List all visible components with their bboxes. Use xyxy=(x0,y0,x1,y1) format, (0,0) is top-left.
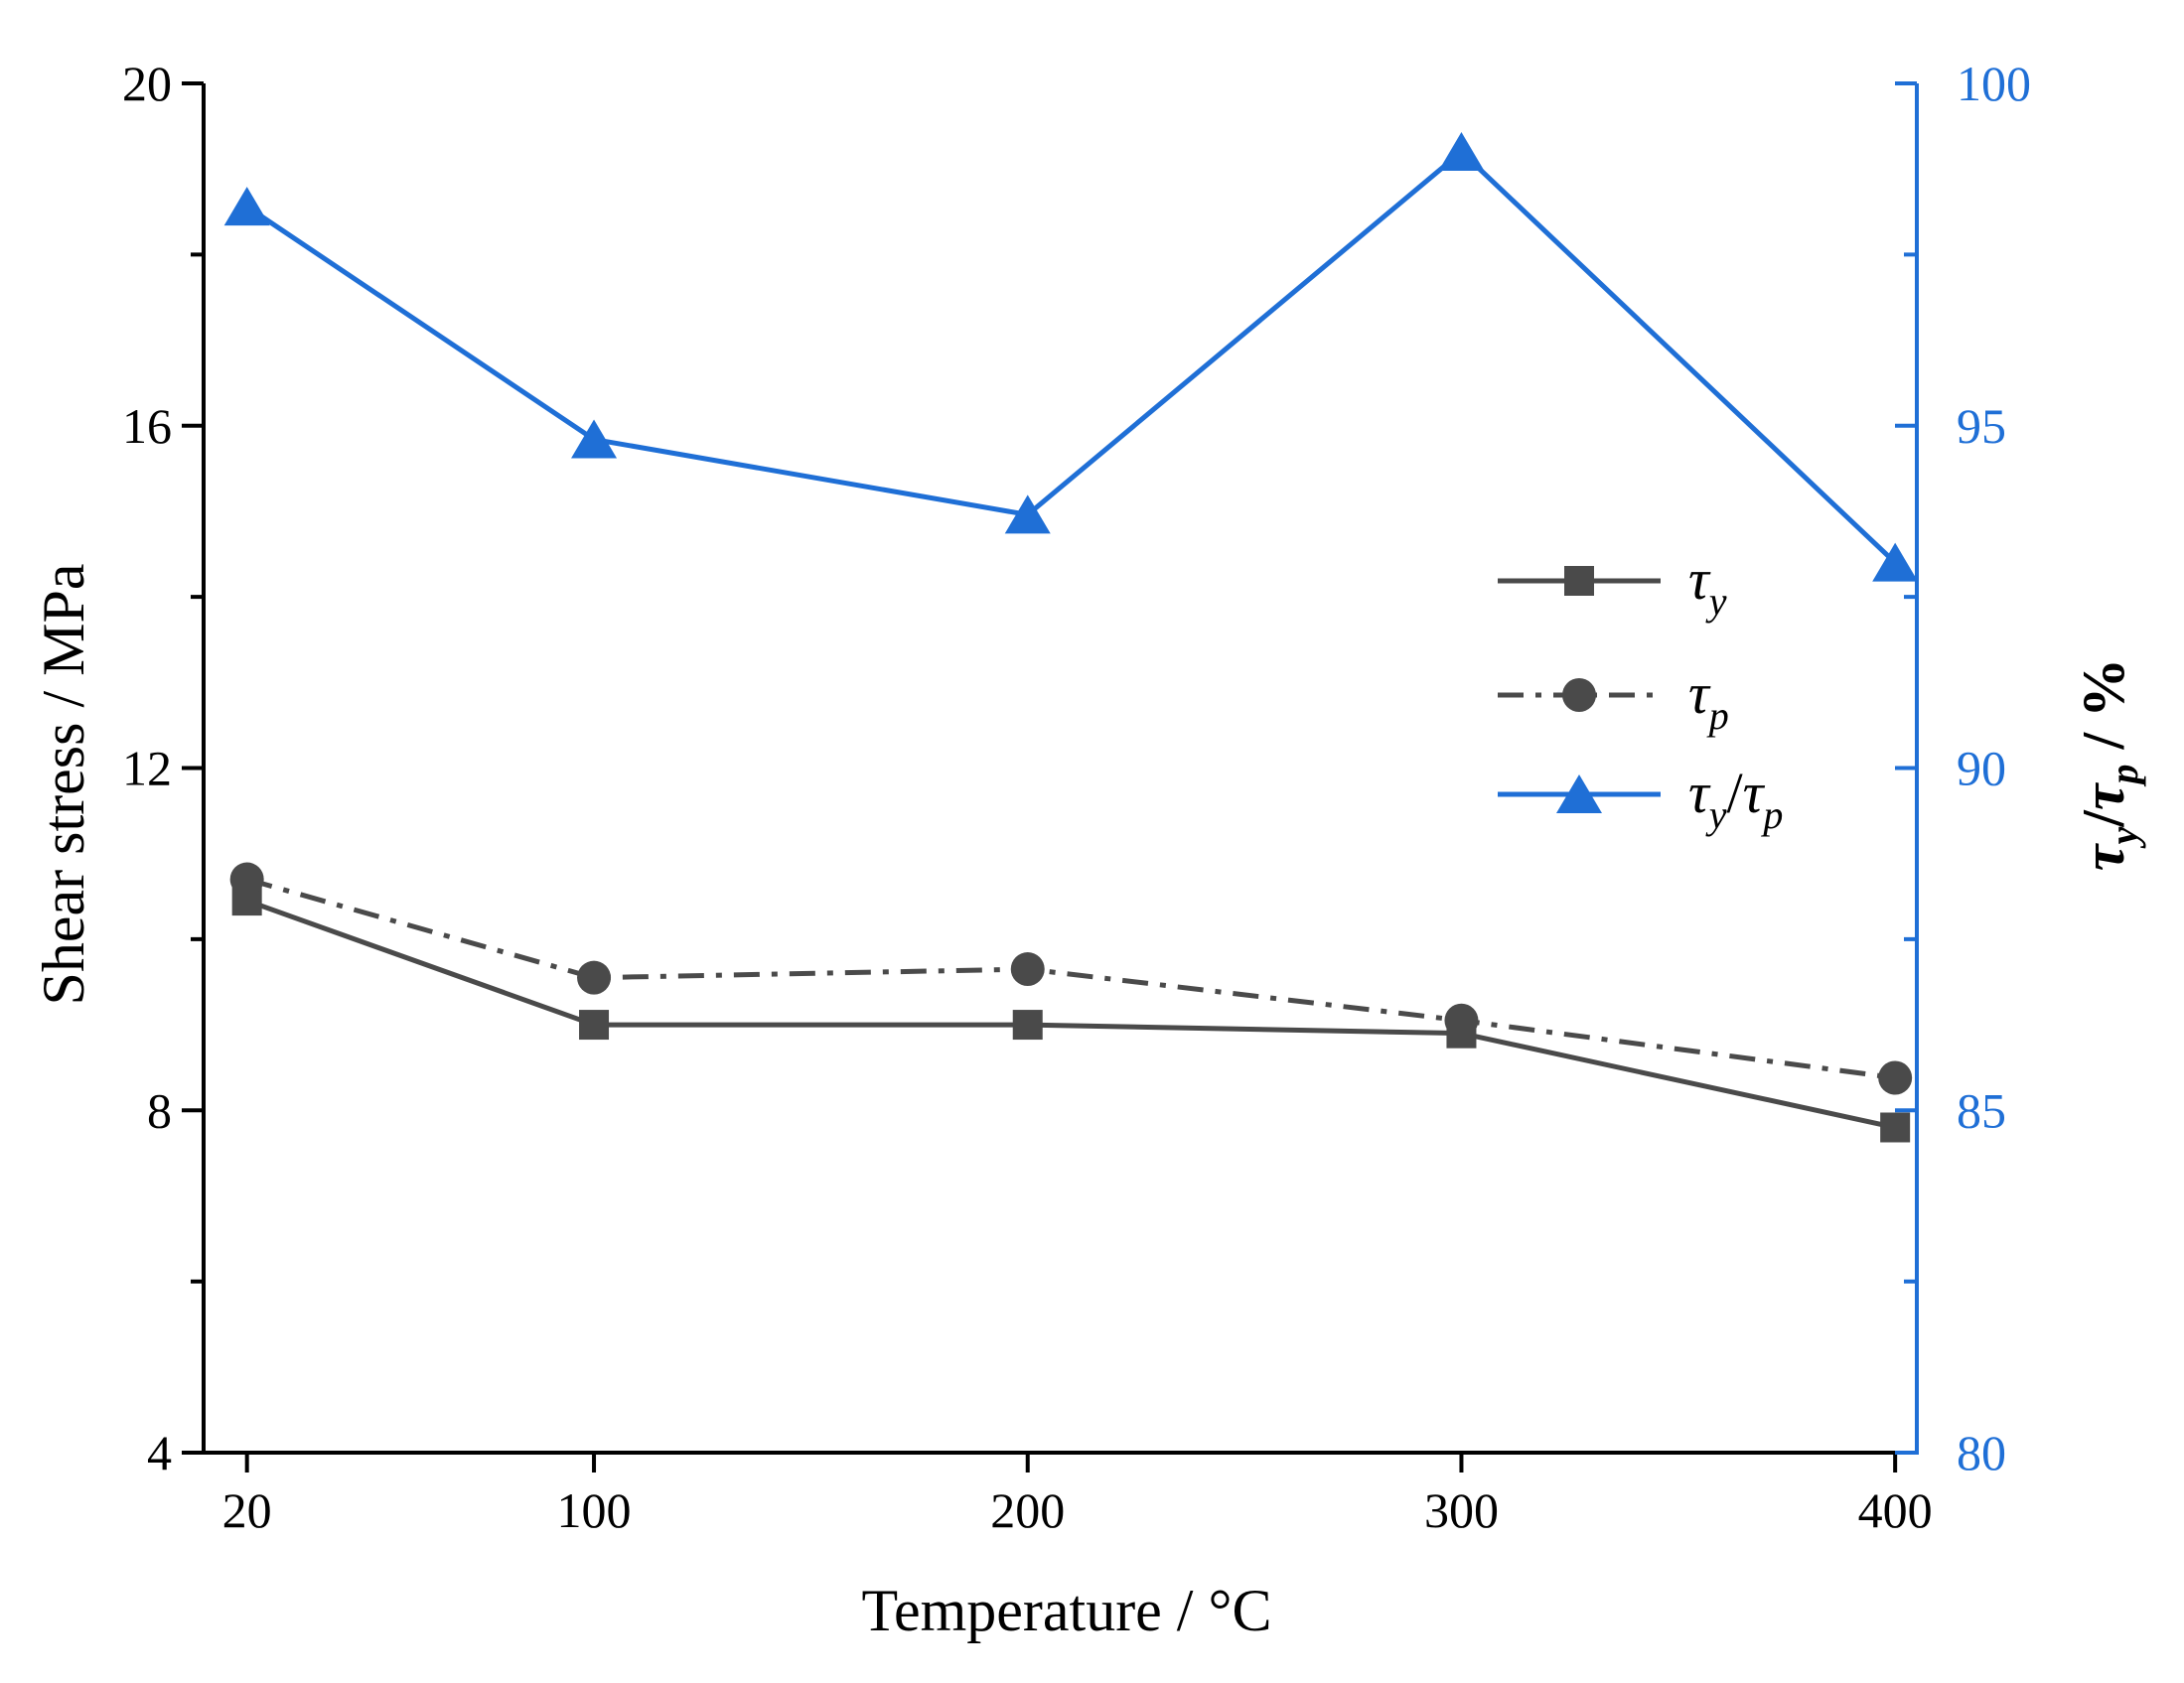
x-tick-label-400: 400 xyxy=(1858,1482,1933,1538)
data-point-tau_p-200 xyxy=(1010,952,1045,987)
y-left-tick-label-8: 8 xyxy=(147,1082,172,1138)
y-right-tick-label-90: 90 xyxy=(1957,741,2006,796)
series-line-tau_y xyxy=(245,898,1896,1130)
y-right-tick-label-95: 95 xyxy=(1957,398,2006,454)
data-point-ratio-200 xyxy=(1004,494,1051,534)
legend-label-ratio: τy/τp xyxy=(1688,761,1783,837)
data-point-ratio-400 xyxy=(1872,542,1919,582)
data-point-tau_y-200 xyxy=(1012,1010,1043,1041)
legend: τy τp τy/τp xyxy=(1498,547,1783,837)
data-point-tau_y-100 xyxy=(579,1010,610,1041)
data-point-tau_y-400 xyxy=(1880,1112,1911,1143)
series-tau_p xyxy=(229,862,1913,1095)
y-axis-right-title: τy/τp / % xyxy=(2071,658,2146,871)
y-right-tick-label-100: 100 xyxy=(1957,56,2031,111)
x-tick-label-200: 200 xyxy=(990,1482,1065,1538)
series-ratio xyxy=(223,131,1919,582)
series-layer xyxy=(223,131,1919,1143)
data-point-tau_p-100 xyxy=(577,960,612,995)
data-point-tau_p-300 xyxy=(1444,1003,1479,1038)
y-right-sym1: τ xyxy=(2071,842,2136,871)
y-right-sub2: p xyxy=(2102,764,2146,786)
series-tau_y xyxy=(231,886,1911,1143)
x-tick-label-300: 300 xyxy=(1424,1482,1499,1538)
legend-label-tau_y: τy xyxy=(1688,547,1727,624)
x-tick-label-20: 20 xyxy=(222,1482,272,1538)
y-right-unit: / % xyxy=(2071,658,2136,765)
y-right-tick-label-80: 80 xyxy=(1957,1425,2006,1480)
data-point-ratio-20 xyxy=(223,187,270,226)
data-point-tau_p-400 xyxy=(1878,1060,1913,1095)
legend-marker-tau_p xyxy=(1562,678,1596,712)
data-point-ratio-300 xyxy=(1438,131,1485,171)
y-left-tick-label-16: 16 xyxy=(122,398,172,454)
legend-marker-tau_y xyxy=(1564,566,1594,596)
y-left-tick-label-4: 4 xyxy=(147,1425,172,1480)
y-left-tick-label-12: 12 xyxy=(122,741,172,796)
data-point-ratio-100 xyxy=(571,419,618,459)
legend-label-tau_p: τp xyxy=(1688,661,1729,738)
legend-item-tau_p: τp xyxy=(1498,661,1729,738)
y-right-sep: / xyxy=(2071,809,2136,828)
series-line-ratio xyxy=(245,149,1897,565)
data-point-tau_p-20 xyxy=(229,862,264,897)
y-right-tick-label-85: 85 xyxy=(1957,1082,2006,1138)
y-axis-left-title: Shear stress / MPa xyxy=(31,564,96,1006)
y-right-sub1: y xyxy=(2102,827,2146,849)
x-tick-label-100: 100 xyxy=(557,1482,632,1538)
y-left-tick-label-20: 20 xyxy=(122,56,172,111)
y-right-sym2: τ xyxy=(2071,781,2136,810)
axes-layer: 20 100 200 300 400 4 8 12 16 20 80 85 90 95 100 xyxy=(122,56,2031,1538)
legend-marker-ratio xyxy=(1556,774,1602,813)
series-line-tau_p xyxy=(245,877,1896,1080)
legend-item-ratio: τy/τp xyxy=(1498,761,1783,837)
legend-item-tau_y: τy xyxy=(1498,547,1727,624)
x-axis-title: Temperature / °C xyxy=(862,1578,1272,1643)
